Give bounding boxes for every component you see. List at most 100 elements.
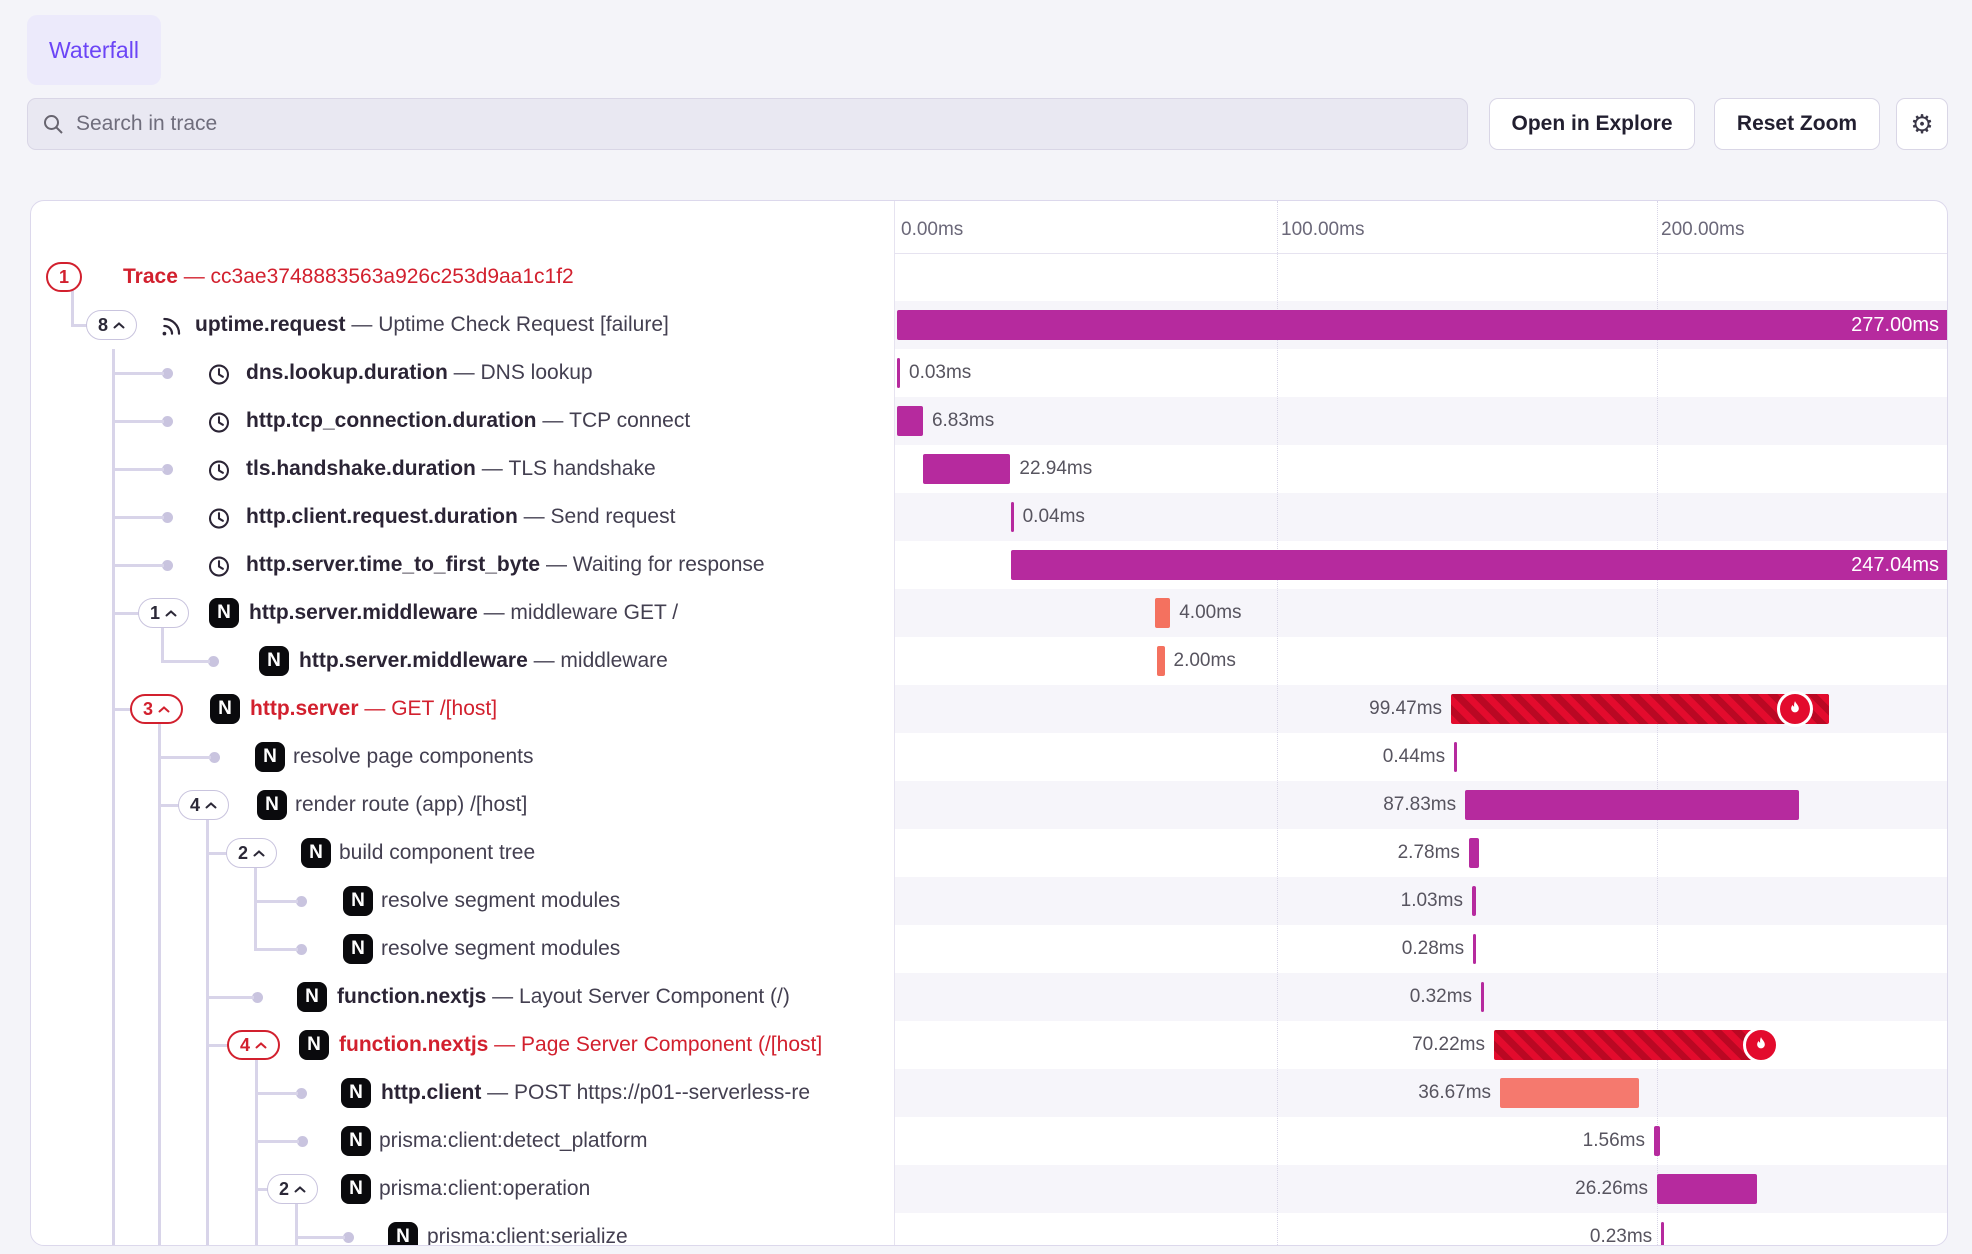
- duration-bar[interactable]: [1010, 550, 1947, 580]
- duration-bar[interactable]: [1454, 742, 1458, 772]
- fire-icon[interactable]: [1777, 691, 1814, 727]
- duration-label: 277.00ms: [1851, 314, 1939, 336]
- nextjs-icon: N: [301, 838, 331, 868]
- duration-bar[interactable]: [1661, 1222, 1665, 1245]
- duration-bar[interactable]: [897, 358, 900, 388]
- span-desc-text: — DNS lookup: [447, 361, 593, 384]
- trace-waterfall-panel: 0.00ms 100.00ms 200.00ms 1 Trace — cc3ae374…: [30, 200, 1948, 1246]
- span-count-pill[interactable]: 4: [227, 1030, 281, 1060]
- span-description: prisma:client:detect_platform: [379, 1117, 647, 1165]
- duration-bar[interactable]: [1451, 694, 1830, 724]
- duration-bar[interactable]: [1473, 934, 1477, 964]
- duration-bar[interactable]: [1468, 838, 1480, 868]
- trace-row[interactable]: 8 uptime.request — Uptime Check Request […: [31, 301, 1947, 349]
- span-op-name: dns.lookup.duration: [246, 361, 448, 384]
- fire-icon[interactable]: [1742, 1027, 1779, 1063]
- settings-button[interactable]: ⚙: [1896, 98, 1948, 150]
- span-count-pill[interactable]: 1: [138, 598, 190, 628]
- tree-guide-elbow: [112, 563, 164, 567]
- span-desc-text: — Page Server Component (/[host]: [488, 1033, 823, 1056]
- span-description: uptime.request — Uptime Check Request [f…: [195, 301, 669, 349]
- row-left-cell: 8 uptime.request — Uptime Check Request […: [31, 301, 894, 349]
- chevron-up-icon: [255, 1041, 267, 1048]
- tree-guide-elbow: [254, 899, 298, 903]
- trace-row[interactable]: http.tcp_connection.duration — TCP conne…: [31, 397, 1947, 445]
- duration-bar[interactable]: [1156, 646, 1165, 676]
- tree-guide-elbow: [255, 1091, 298, 1095]
- span-count-pill[interactable]: 4: [178, 790, 230, 820]
- reset-zoom-button[interactable]: Reset Zoom: [1714, 98, 1880, 150]
- nextjs-icon: N: [257, 790, 287, 820]
- duration-bar[interactable]: [1010, 502, 1014, 532]
- trace-row[interactable]: http.client.request.duration — Send requ…: [31, 493, 1947, 541]
- clock-icon: [206, 361, 232, 387]
- span-desc-text: — Layout Server Component (/): [486, 985, 790, 1008]
- span-op-name: prisma:client:detect_platform: [379, 1129, 648, 1152]
- duration-bar[interactable]: [897, 310, 1947, 340]
- span-count-pill[interactable]: 2: [226, 838, 278, 868]
- span-bullet: [252, 992, 263, 1003]
- duration-bar[interactable]: [1653, 1126, 1660, 1156]
- duration-bar[interactable]: [923, 454, 1011, 484]
- span-description: resolve segment modules: [381, 925, 620, 973]
- tree-guide-elbow: [112, 611, 139, 615]
- search-input[interactable]: [74, 111, 1453, 137]
- span-op-name: http.client.request.duration: [246, 505, 518, 528]
- duration-bar[interactable]: [1465, 790, 1799, 820]
- duration-bar[interactable]: [897, 406, 923, 436]
- duration-label: 0.04ms: [1022, 506, 1085, 527]
- span-description: resolve segment modules: [381, 877, 620, 925]
- duration-bar[interactable]: [1155, 598, 1171, 628]
- open-in-explore-button[interactable]: Open in Explore: [1489, 98, 1695, 150]
- axis-tick-label: 200.00ms: [1661, 219, 1745, 240]
- span-count-pill[interactable]: 8: [86, 310, 138, 340]
- span-description: prisma:client:serialize: [427, 1213, 628, 1245]
- duration-bar[interactable]: [1500, 1078, 1640, 1108]
- span-description: function.nextjs — Page Server Component …: [339, 1021, 822, 1069]
- trace-row[interactable]: tls.handshake.duration — TLS handshake 22…: [31, 445, 1947, 493]
- duration-label: 0.23ms: [1589, 1226, 1653, 1246]
- duration-bar[interactable]: [1657, 1174, 1757, 1204]
- trace-row[interactable]: 1 Trace — cc3ae3748883563a926c253d9aa1c1f…: [31, 253, 1947, 301]
- tree-guide-elbow: [255, 1187, 268, 1191]
- tree-guide-elbow: [161, 659, 210, 663]
- panel-divider[interactable]: [894, 201, 895, 1245]
- search-bar[interactable]: [27, 98, 1468, 150]
- nextjs-icon: N: [210, 694, 240, 724]
- span-count: 2: [238, 842, 249, 863]
- chevron-up-icon: [253, 849, 265, 856]
- trace-row[interactable]: dns.lookup.duration — DNS lookup 0.03ms: [31, 349, 1947, 397]
- span-count-pill[interactable]: 1: [46, 262, 83, 292]
- span-bullet: [296, 944, 307, 955]
- span-desc-text: — POST https://p01--serverless-re: [481, 1081, 811, 1104]
- tab-waterfall[interactable]: Waterfall: [27, 15, 161, 85]
- span-count-pill[interactable]: 2: [267, 1174, 319, 1204]
- tree-guide-vertical: [295, 1204, 298, 1245]
- trace-row[interactable]: http.server.time_to_first_byte — Waiting…: [31, 541, 1947, 589]
- row-left-cell: 1 Trace — cc3ae3748883563a926c253d9aa1c1f…: [31, 253, 894, 301]
- duration-bar[interactable]: [1493, 1030, 1761, 1060]
- span-count-pill[interactable]: 3: [130, 694, 184, 724]
- duration-bar[interactable]: [1481, 982, 1485, 1012]
- duration-bar[interactable]: [1471, 886, 1476, 916]
- span-op-name: resolve page components: [293, 745, 534, 768]
- duration-label: 6.83ms: [931, 410, 995, 431]
